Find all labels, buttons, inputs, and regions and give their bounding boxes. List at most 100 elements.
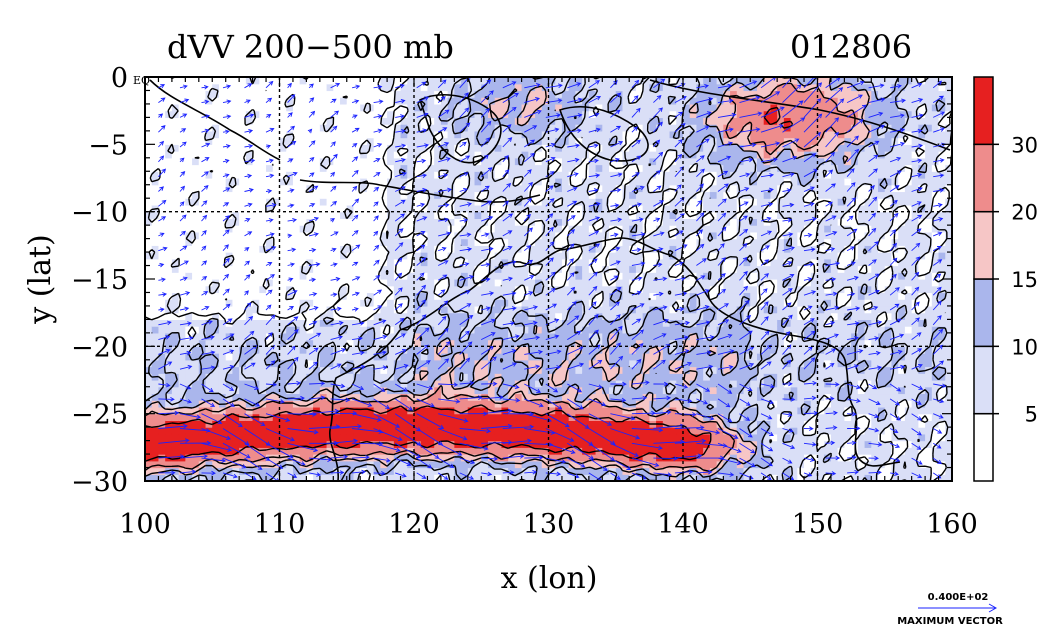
field-cell [333,420,341,428]
field-cell [615,386,624,395]
field-cell [292,137,301,145]
field-cell [588,124,597,132]
field-cell [528,359,536,368]
field-cell [272,285,281,294]
field-cell [521,103,529,112]
field-cell [178,110,186,118]
field-cell [629,373,637,381]
field-cell [252,285,260,294]
field-cell [353,460,361,469]
field-cell [185,386,193,395]
field-cell [326,440,334,448]
field-cell [366,178,375,186]
field-cell [306,272,314,280]
field-cell [595,204,603,213]
field-cell [582,447,590,455]
field-cell [582,211,590,219]
field-cell [225,440,234,448]
field-cell [414,353,422,361]
field-cell [575,467,583,475]
field-cell [656,204,664,213]
field-cell [629,427,637,435]
field-cell [461,151,469,159]
field-cell [366,225,375,233]
field-cell [192,171,200,179]
field-cell [635,292,644,300]
field-cell [696,359,704,368]
field-cell [259,447,267,455]
field-cell [165,339,173,347]
field-cell [548,178,556,186]
field-cell [676,211,684,219]
field-cell [145,258,153,267]
field-cell [447,110,455,118]
field-cell [434,110,442,118]
field-cell [158,312,166,320]
field-cell [481,97,489,105]
field-cell [662,373,671,381]
field-cell [218,90,227,98]
field-cell [440,231,449,240]
field-cell [434,218,442,226]
field-cell [609,258,617,267]
field-cell [669,198,677,206]
field-cell [689,386,698,395]
field-cell [635,117,644,125]
field-cell [326,474,334,481]
field-cell [528,204,536,213]
field-cell [306,171,314,179]
field-cell [373,130,381,139]
field-cell [487,103,496,112]
field-cell [689,97,698,105]
field-cell [380,238,388,246]
field-cell [440,238,449,246]
field-cell [615,332,624,341]
field-cell [313,332,321,341]
field-cell [192,164,200,172]
field-cell [340,97,348,105]
field-cell [346,440,355,448]
field-cell [656,225,664,233]
field-cell [602,332,610,341]
field-cell [528,258,536,267]
field-cell [346,447,355,455]
field-cell [427,211,435,219]
field-cell [313,285,321,294]
field-cell [454,359,462,368]
field-cell [340,353,348,361]
field-cell [676,117,684,125]
field-cell [434,299,442,307]
field-cell [555,467,563,475]
field-cell [494,285,503,294]
field-cell [461,447,469,455]
field-cell [635,83,644,92]
field-cell [541,198,550,206]
field-cell [171,171,180,179]
field-cell [232,231,240,240]
field-cell [346,406,355,415]
field-cell [588,204,597,213]
field-cell [555,292,563,300]
field-cell [467,319,476,327]
field-cell [225,373,234,381]
field-cell [340,231,348,240]
field-cell [602,380,610,388]
field-cell [326,406,334,415]
field-cell [568,198,576,206]
field-cell [420,77,429,85]
field-cell [602,285,610,294]
field-cell [380,184,388,193]
field-cell [158,427,166,435]
field-cell [353,151,361,159]
field-cell [393,171,402,179]
field-cell [447,124,455,132]
field-cell [252,326,260,334]
field-cell [676,171,684,179]
field-cell [548,164,556,172]
field-cell [192,231,200,240]
field-cell [602,144,610,152]
field-cell [387,137,395,145]
field-cell [535,305,543,314]
field-cell [205,326,213,334]
field-cell [481,245,489,253]
